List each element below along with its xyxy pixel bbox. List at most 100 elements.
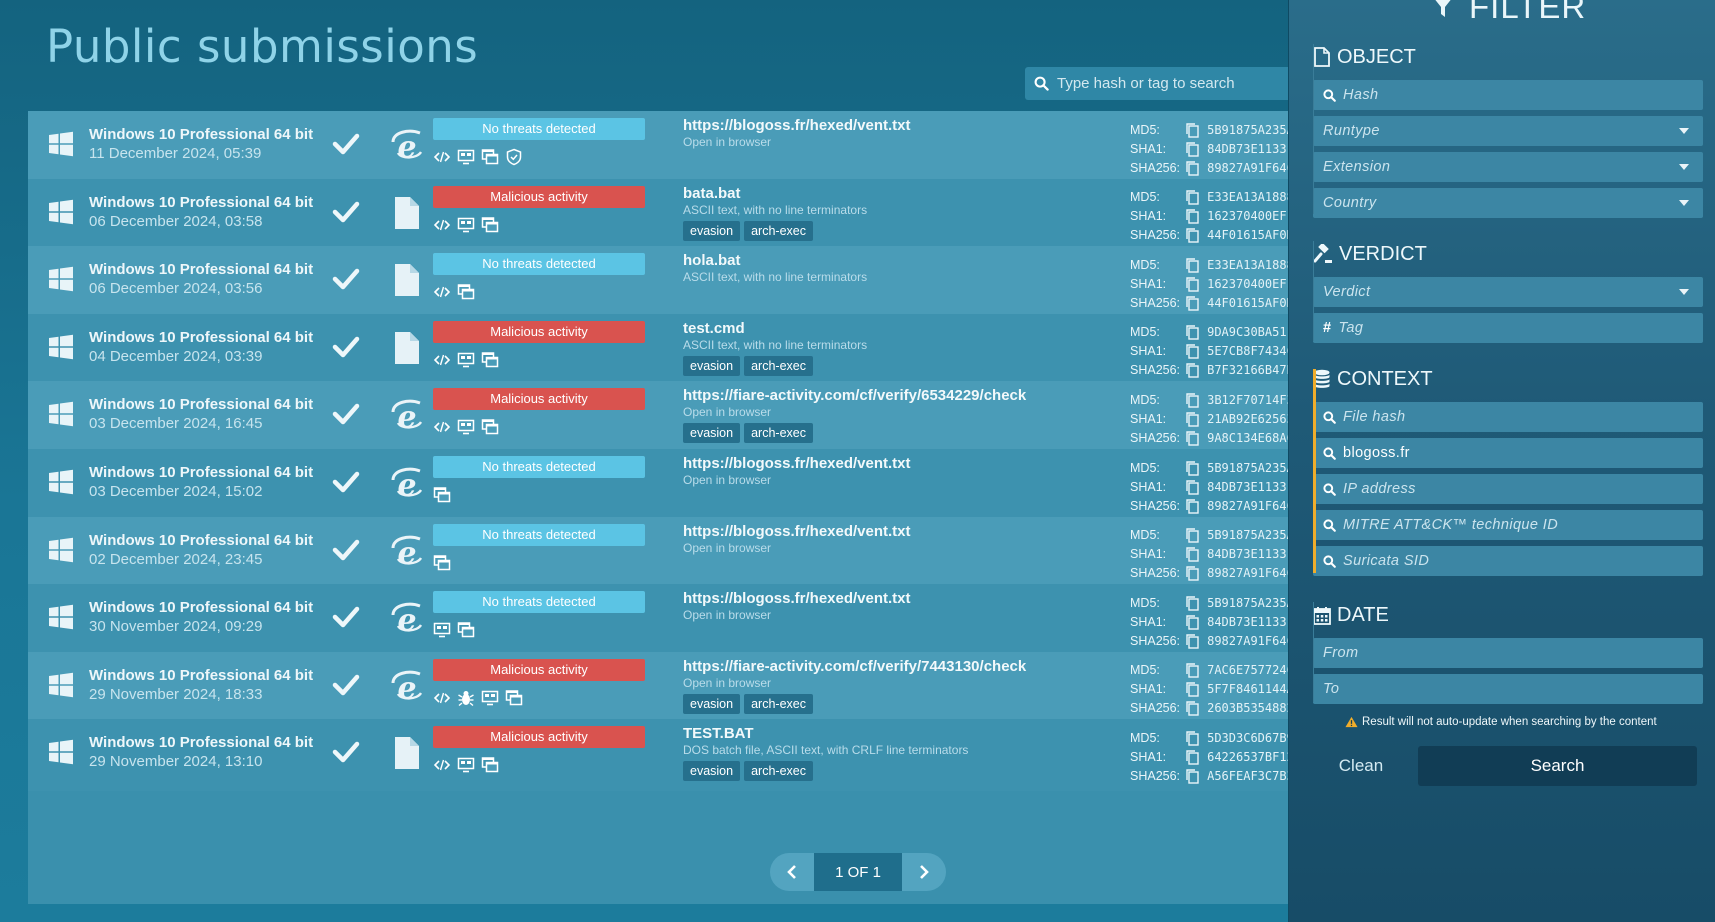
country-select[interactable]: Country <box>1313 188 1703 218</box>
copy-icon[interactable] <box>1184 276 1200 292</box>
copy-icon[interactable] <box>1184 730 1200 746</box>
suricata-sid-field[interactable]: Suricata SID <box>1313 546 1703 576</box>
tag-badge[interactable]: evasion <box>683 423 741 444</box>
task-name-link[interactable]: bata.bat <box>683 184 741 202</box>
copy-icon[interactable] <box>1184 324 1200 340</box>
hash-value: 84DB73E113319 <box>1207 479 1288 494</box>
task-name-link[interactable]: https://fiare-activity.com/cf/verify/744… <box>683 657 1027 675</box>
verdict-section: VERDICT Verdict # Tag <box>1313 241 1703 343</box>
copy-icon[interactable] <box>1184 749 1200 765</box>
submission-row[interactable]: Windows 10 Professional 64 bit 04 Decembe… <box>28 313 1288 386</box>
date-to-field[interactable]: To <box>1313 674 1703 704</box>
hash-sha256: SHA256: 44F01615AF0DC <box>1130 293 1288 312</box>
search-box[interactable] <box>1025 67 1288 100</box>
file-hash-field[interactable]: File hash <box>1313 402 1703 432</box>
runtype-select[interactable]: Runtype <box>1313 116 1703 146</box>
prev-page-button[interactable] <box>770 853 814 891</box>
copy-icon[interactable] <box>1184 343 1200 359</box>
copy-icon[interactable] <box>1184 681 1200 697</box>
copy-icon[interactable] <box>1184 498 1200 514</box>
tag-badge[interactable]: arch-exec <box>744 423 813 444</box>
copy-icon[interactable] <box>1184 460 1200 476</box>
tag-badge[interactable]: arch-exec <box>744 220 813 241</box>
copy-icon[interactable] <box>1184 527 1200 543</box>
copy-icon[interactable] <box>1184 122 1200 138</box>
tag-badge[interactable]: evasion <box>683 761 741 782</box>
copy-icon[interactable] <box>1184 479 1200 495</box>
internet-explorer-icon: e <box>389 396 425 435</box>
copy-icon[interactable] <box>1184 160 1200 176</box>
copy-icon[interactable] <box>1184 257 1200 273</box>
copy-icon[interactable] <box>1184 614 1200 630</box>
tag-badge[interactable]: evasion <box>683 220 741 241</box>
ip-address-field[interactable]: IP address <box>1313 474 1703 504</box>
date-from-field[interactable]: From <box>1313 638 1703 668</box>
submission-row[interactable]: Windows 10 Professional 64 bit 29 Novembe… <box>28 719 1288 792</box>
verdict-badge: No threats detected <box>433 118 645 140</box>
copy-icon[interactable] <box>1184 430 1200 446</box>
hash-value: 9A8C134E68AC9 <box>1207 430 1288 445</box>
task-name-link[interactable]: hola.bat <box>683 252 741 270</box>
tag-badge[interactable]: evasion <box>683 355 741 376</box>
extension-select[interactable]: Extension <box>1313 152 1703 182</box>
search-icon <box>1323 482 1336 496</box>
submission-row[interactable]: Windows 10 Professional 64 bit 29 Novembe… <box>28 651 1288 724</box>
os-name: Windows 10 Professional 64 bit <box>89 261 314 279</box>
screen-icon <box>457 351 475 369</box>
submission-row[interactable]: Windows 10 Professional 64 bit 02 Decembe… <box>28 516 1288 589</box>
search-input[interactable] <box>1057 75 1277 92</box>
submission-row[interactable]: Windows 10 Professional 64 bit 06 Decembe… <box>28 246 1288 319</box>
task-name-link[interactable]: https://blogoss.fr/hexed/vent.txt <box>683 522 911 540</box>
search-icon <box>1034 76 1049 91</box>
next-page-button[interactable] <box>902 853 946 891</box>
verdict-select[interactable]: Verdict <box>1313 277 1703 307</box>
copy-icon[interactable] <box>1184 141 1200 157</box>
hash-label: SHA1: <box>1130 141 1167 156</box>
tag-badge[interactable]: arch-exec <box>744 693 813 714</box>
task-name-link[interactable]: test.cmd <box>683 319 745 337</box>
clean-button[interactable]: Clean <box>1338 756 1384 775</box>
copy-icon[interactable] <box>1184 227 1200 243</box>
submission-row[interactable]: Windows 10 Professional 64 bit 06 Decembe… <box>28 178 1288 251</box>
verdict-badge: Malicious activity <box>433 658 645 681</box>
copy-icon[interactable] <box>1184 208 1200 224</box>
file-icon <box>389 194 425 232</box>
submission-row[interactable]: Windows 10 Professional 64 bit 03 Decembe… <box>28 381 1288 454</box>
hash-label: SHA1: <box>1130 479 1167 494</box>
windows-icon <box>505 689 523 707</box>
tag-badge[interactable]: arch-exec <box>744 761 813 782</box>
hash-sha256: SHA256: 2603B5354882E <box>1130 699 1288 718</box>
submission-row[interactable]: Windows 10 Professional 64 bit 30 Novembe… <box>28 584 1288 657</box>
submission-row[interactable]: Windows 10 Professional 64 bit 11 Decembe… <box>28 111 1288 183</box>
domain-field[interactable]: blogoss.fr <box>1313 438 1703 468</box>
task-name-link[interactable]: https://blogoss.fr/hexed/vent.txt <box>683 117 911 134</box>
hash-value: 3B12F70714F3F <box>1207 392 1288 407</box>
copy-icon[interactable] <box>1184 189 1200 205</box>
mitre-technique-field[interactable]: MITRE ATT&CK™ technique ID <box>1313 510 1703 540</box>
task-name-link[interactable]: https://fiare-activity.com/cf/verify/653… <box>683 387 1027 405</box>
file-icon <box>389 329 425 367</box>
copy-icon[interactable] <box>1184 700 1200 716</box>
task-name-link[interactable]: TEST.BAT <box>683 725 754 743</box>
tag-badge[interactable]: evasion <box>683 693 741 714</box>
copy-icon[interactable] <box>1184 595 1200 611</box>
search-button[interactable]: Search <box>1418 746 1697 786</box>
task-name-link[interactable]: https://blogoss.fr/hexed/vent.txt <box>683 455 911 472</box>
copy-icon[interactable] <box>1184 295 1200 311</box>
task-name-link[interactable]: https://blogoss.fr/hexed/vent.txt <box>683 590 911 608</box>
copy-icon[interactable] <box>1184 768 1200 784</box>
copy-icon[interactable] <box>1184 411 1200 427</box>
copy-icon[interactable] <box>1184 565 1200 581</box>
tag-badge[interactable]: arch-exec <box>744 355 813 376</box>
tag-field[interactable]: # Tag <box>1313 313 1703 343</box>
copy-icon[interactable] <box>1184 662 1200 678</box>
submission-row[interactable]: Windows 10 Professional 64 bit 03 Decembe… <box>28 449 1288 521</box>
search-icon <box>1323 446 1336 460</box>
copy-icon[interactable] <box>1184 633 1200 649</box>
copy-icon[interactable] <box>1184 546 1200 562</box>
copy-icon[interactable] <box>1184 392 1200 408</box>
os-name: Windows 10 Professional 64 bit <box>89 464 314 481</box>
copy-icon[interactable] <box>1184 362 1200 378</box>
hash-field[interactable]: Hash <box>1313 80 1703 110</box>
date-heading: DATE <box>1313 602 1703 628</box>
